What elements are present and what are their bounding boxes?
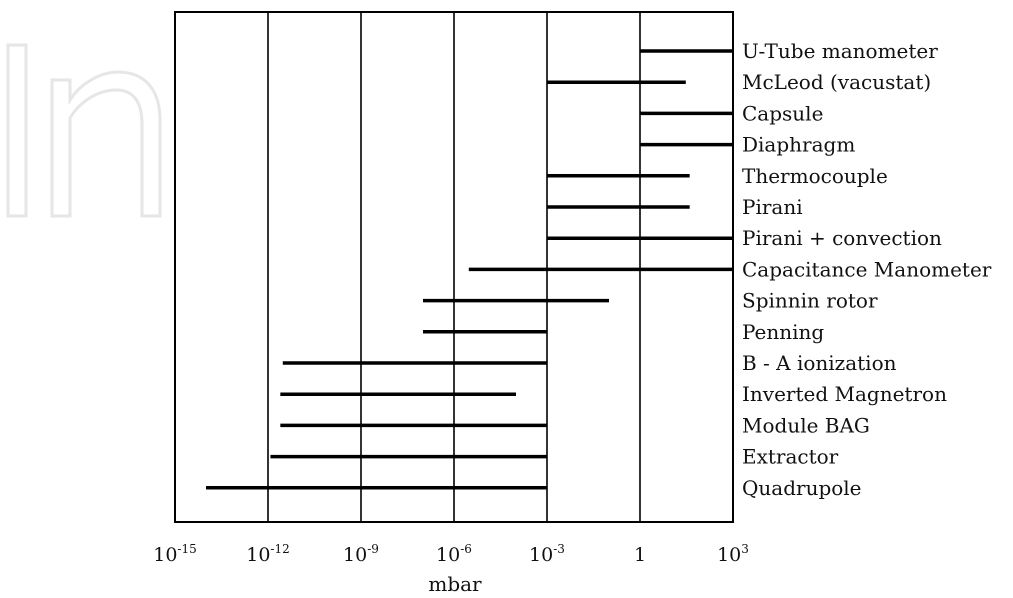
category-label: McLeod (vacustat) (742, 70, 931, 94)
x-tick-base: 1 (634, 544, 646, 566)
x-tick-base: 10 (436, 544, 460, 566)
category-label: Pirani (742, 195, 803, 219)
x-tick-label: 10-3 (529, 542, 565, 566)
x-tick-base: 10 (246, 544, 270, 566)
grid-lines (267, 12, 641, 522)
x-tick-label: 10-15 (153, 542, 197, 566)
x-tick-exponent: -12 (270, 542, 289, 556)
x-tick-exponent: 3 (741, 542, 749, 556)
x-tick-label: 10-6 (436, 542, 472, 566)
x-tick-label: 1 (634, 544, 646, 566)
category-label: Thermocouple (742, 164, 888, 188)
x-tick-base: 10 (717, 544, 741, 566)
category-label: Capsule (742, 101, 823, 125)
category-label: Capacitance Manometer (742, 257, 992, 281)
x-tick-exponent: -15 (177, 542, 196, 556)
category-label: Module BAG (742, 413, 870, 437)
x-tick-label: 103 (717, 542, 749, 566)
category-label: B - A ionization (742, 351, 897, 375)
x-tick-exponent: -3 (553, 542, 565, 556)
category-label: Spinnin rotor (742, 289, 878, 313)
category-labels: U-Tube manometer McLeod (vacustat) Capsule… (742, 39, 992, 500)
x-tick-label: 10-9 (343, 542, 379, 566)
category-label: Quadrupole (742, 476, 862, 500)
x-tick-exponent: -9 (367, 542, 379, 556)
range-bars (206, 49, 733, 490)
x-axis-label: mbar (428, 572, 482, 596)
category-label: Pirani + convection (742, 226, 942, 250)
x-tick-base: 10 (343, 544, 367, 566)
x-tick-base: 10 (153, 544, 177, 566)
plot-frame (174, 11, 734, 523)
x-tick-exponent: -6 (460, 542, 472, 556)
x-tick-label: 10-12 (246, 542, 290, 566)
x-tick-base: 10 (529, 544, 553, 566)
category-label: Extractor (742, 445, 839, 469)
category-label: U-Tube manometer (742, 39, 938, 63)
category-label: Penning (742, 320, 824, 344)
x-tick-labels: 10-15 10-12 10-9 10-6 10-3 1 103 (153, 542, 749, 566)
category-label: Inverted Magnetron (742, 382, 947, 406)
category-label: Diaphragm (742, 133, 855, 157)
